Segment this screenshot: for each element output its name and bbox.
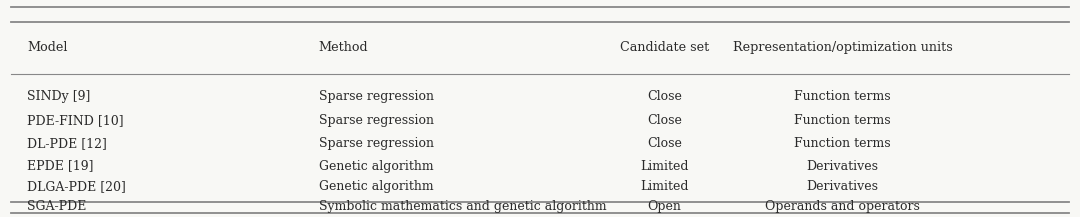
- Text: Genetic algorithm: Genetic algorithm: [319, 159, 433, 173]
- Text: Model: Model: [27, 41, 67, 54]
- Text: Function terms: Function terms: [794, 114, 891, 127]
- Text: Genetic algorithm: Genetic algorithm: [319, 180, 433, 193]
- Text: Limited: Limited: [640, 180, 688, 193]
- Text: Sparse regression: Sparse regression: [319, 114, 433, 127]
- Text: PDE-FIND [10]: PDE-FIND [10]: [27, 114, 123, 127]
- Text: Limited: Limited: [640, 159, 688, 173]
- Text: Sparse regression: Sparse regression: [319, 137, 433, 150]
- Text: DLGA-PDE [20]: DLGA-PDE [20]: [27, 180, 126, 193]
- Text: Sparse regression: Sparse regression: [319, 90, 433, 103]
- Text: Close: Close: [647, 90, 681, 103]
- Text: Close: Close: [647, 114, 681, 127]
- Text: Open: Open: [647, 200, 681, 213]
- Text: Operands and operators: Operands and operators: [765, 200, 920, 213]
- Text: Method: Method: [319, 41, 368, 54]
- Text: Symbolic mathematics and genetic algorithm: Symbolic mathematics and genetic algorit…: [319, 200, 606, 213]
- Text: Function terms: Function terms: [794, 90, 891, 103]
- Text: Derivatives: Derivatives: [807, 180, 878, 193]
- Text: DL-PDE [12]: DL-PDE [12]: [27, 137, 107, 150]
- Text: Function terms: Function terms: [794, 137, 891, 150]
- Text: EPDE [19]: EPDE [19]: [27, 159, 94, 173]
- Text: Candidate set: Candidate set: [620, 41, 708, 54]
- Text: Derivatives: Derivatives: [807, 159, 878, 173]
- Text: Representation/optimization units: Representation/optimization units: [732, 41, 953, 54]
- Text: SGA-PDE: SGA-PDE: [27, 200, 86, 213]
- Text: SINDy [9]: SINDy [9]: [27, 90, 91, 103]
- Text: Close: Close: [647, 137, 681, 150]
